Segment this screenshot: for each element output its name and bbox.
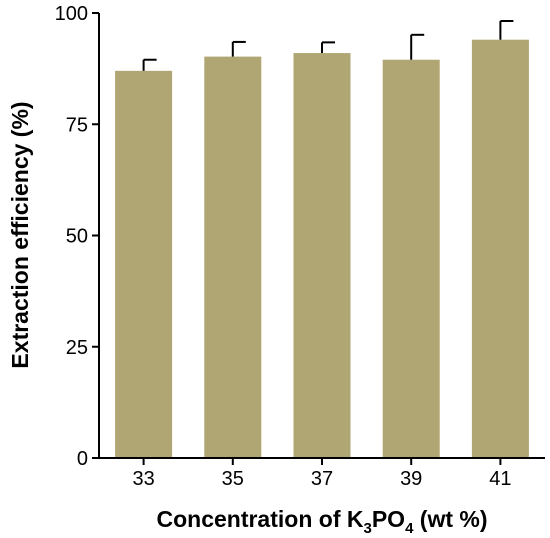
y-tick-label: 25 bbox=[66, 337, 88, 359]
bar bbox=[471, 39, 529, 458]
y-tick-label: 100 bbox=[55, 3, 88, 25]
bars-group bbox=[115, 39, 529, 459]
x-axis-title-prefix: Concentration of K bbox=[156, 506, 363, 532]
y-tick-label: 75 bbox=[66, 114, 88, 136]
x-axis-title-subscript-1: 3 bbox=[363, 520, 371, 537]
y-axis-title: Extraction efficiency (%) bbox=[7, 101, 33, 368]
y-tick-label: 50 bbox=[66, 226, 88, 248]
x-tick-label: 35 bbox=[222, 468, 244, 490]
x-tick-label: 41 bbox=[489, 468, 511, 490]
y-tick-label: 0 bbox=[77, 448, 88, 470]
x-axis-title-middle: PO bbox=[372, 506, 405, 532]
x-tick-label: 39 bbox=[400, 468, 422, 490]
x-ticks-group: 33 35 37 39 41 bbox=[132, 458, 512, 490]
error-bars-group bbox=[142, 20, 514, 71]
x-tick-label: 33 bbox=[132, 468, 154, 490]
x-axis-title-suffix: (wt %) bbox=[413, 506, 487, 532]
bar bbox=[382, 59, 440, 458]
bar bbox=[115, 70, 173, 458]
x-tick-label: 37 bbox=[311, 468, 333, 490]
x-axis-title: Concentration of K3PO4 (wt %) bbox=[156, 506, 487, 537]
bar bbox=[293, 53, 351, 459]
x-axis-title-subscript-2: 4 bbox=[405, 520, 414, 537]
bar bbox=[204, 56, 262, 459]
y-ticks-group: 0 25 50 75 100 bbox=[55, 3, 99, 470]
